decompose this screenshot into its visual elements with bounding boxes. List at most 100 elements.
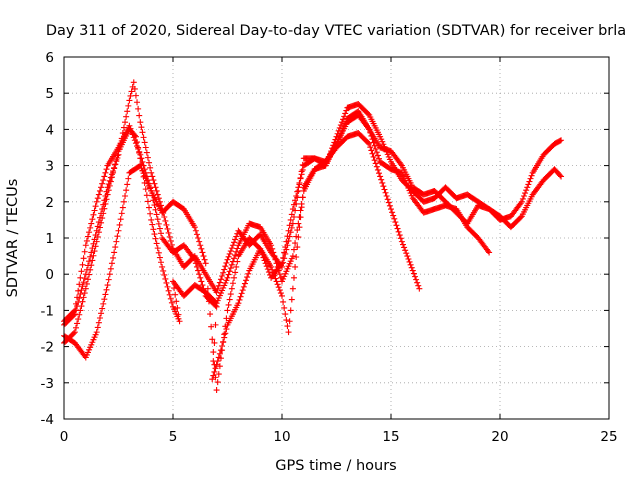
data-point <box>129 131 136 138</box>
data-point <box>100 177 107 184</box>
data-point <box>224 274 231 281</box>
data-point <box>232 269 239 276</box>
data-point <box>154 245 161 252</box>
data-point <box>202 260 209 267</box>
data-point <box>222 323 229 330</box>
data-point <box>211 361 218 368</box>
data-point <box>123 113 130 120</box>
data-point <box>526 178 533 185</box>
data-point <box>374 152 381 159</box>
data-point <box>144 154 151 161</box>
data-point <box>102 169 109 176</box>
data-point <box>74 294 81 301</box>
data-point <box>197 274 204 281</box>
data-point <box>370 153 377 160</box>
data-point <box>365 124 372 131</box>
data-point <box>114 233 121 240</box>
data-point <box>91 207 98 214</box>
data-point <box>227 291 234 298</box>
data-point <box>199 249 206 256</box>
data-point <box>224 256 231 263</box>
data-point <box>216 350 223 357</box>
data-point <box>223 259 230 266</box>
data-point <box>123 187 130 194</box>
data-point <box>365 110 372 117</box>
data-point <box>279 260 285 267</box>
data-point <box>296 224 303 231</box>
data-point <box>403 250 410 257</box>
x-tick-label: 20 <box>491 429 508 445</box>
data-point <box>272 275 279 282</box>
data-point <box>292 263 299 270</box>
data-point <box>150 177 157 184</box>
data-point <box>75 316 82 323</box>
data-point <box>147 184 154 191</box>
data-point <box>213 303 220 310</box>
data-point <box>92 203 99 210</box>
data-point <box>79 283 86 290</box>
data-point <box>279 292 285 299</box>
data-point <box>142 169 149 176</box>
data-point <box>139 158 146 165</box>
data-point <box>288 296 295 303</box>
data-point <box>262 260 269 267</box>
data-point <box>411 273 418 280</box>
data-point <box>269 245 276 252</box>
data-point <box>94 195 101 202</box>
data-point <box>413 276 420 283</box>
data-point <box>225 253 232 260</box>
chart-title: Day 311 of 2020, Sidereal Day-to-day VTE… <box>46 23 626 39</box>
data-point <box>89 257 96 264</box>
y-tick-label: -3 <box>41 376 54 392</box>
data-point <box>192 260 199 267</box>
data-point <box>77 291 84 298</box>
data-point <box>337 122 344 129</box>
data-point <box>388 206 394 213</box>
data-point <box>201 256 208 263</box>
data-point <box>134 99 141 106</box>
data-point <box>211 339 218 346</box>
data-point <box>263 263 270 270</box>
data-point <box>258 248 265 255</box>
data-point <box>219 273 226 280</box>
data-point <box>104 282 111 289</box>
data-point <box>107 178 114 185</box>
data-point <box>204 285 211 292</box>
data-point <box>290 201 297 208</box>
data-point <box>71 329 78 336</box>
data-point <box>146 180 153 187</box>
data-point <box>277 290 284 297</box>
data-point <box>238 290 245 297</box>
y-tick-label: 3 <box>45 159 54 175</box>
data-point <box>87 253 94 260</box>
data-point <box>233 248 240 255</box>
data-point <box>294 244 301 251</box>
data-point <box>77 307 84 314</box>
data-point <box>408 264 415 271</box>
data-point <box>72 324 79 331</box>
data-point <box>82 242 89 249</box>
data-point <box>289 220 296 227</box>
data-point <box>147 164 154 171</box>
data-point <box>343 107 350 114</box>
data-point <box>152 206 159 213</box>
data-point <box>290 274 297 281</box>
data-point <box>164 225 171 232</box>
data-point <box>237 293 244 300</box>
data-point <box>522 190 529 197</box>
y-tick-label: 6 <box>45 50 54 66</box>
data-point <box>556 172 563 179</box>
data-point <box>132 140 139 147</box>
data-point <box>216 363 223 370</box>
data-point <box>199 282 206 289</box>
data-point <box>239 287 246 294</box>
data-point <box>165 287 172 294</box>
data-point <box>135 145 142 152</box>
data-point <box>99 180 106 187</box>
data-point <box>520 193 527 200</box>
data-point <box>517 214 524 221</box>
data-point <box>376 155 383 162</box>
data-point <box>198 278 205 285</box>
data-point <box>245 270 252 277</box>
